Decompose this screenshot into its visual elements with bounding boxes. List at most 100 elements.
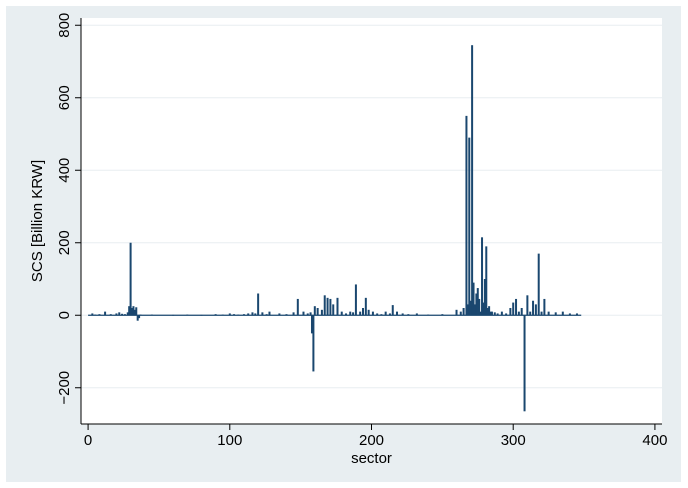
x-tick-label: 100 — [217, 432, 242, 449]
bar — [115, 313, 118, 316]
bar — [228, 313, 231, 316]
bar — [482, 302, 485, 316]
bar — [486, 308, 489, 316]
bar-chart: −200 0 200 400 600 800 0 100 200 300 400 SCS [Bil… — [29, 13, 667, 467]
bar — [493, 312, 496, 316]
bar — [354, 284, 357, 316]
bar — [344, 313, 347, 316]
bar — [126, 312, 129, 316]
bar — [473, 304, 476, 316]
bar — [131, 308, 134, 316]
bar — [388, 313, 391, 316]
bar — [517, 311, 520, 316]
bar — [306, 313, 309, 316]
bar — [459, 311, 462, 316]
bar — [488, 306, 491, 316]
x-tick-label: 300 — [501, 432, 526, 449]
y-tick-label: 0 — [56, 311, 73, 319]
bar — [132, 306, 135, 316]
bar — [367, 309, 370, 316]
y-axis: −200 0 200 400 600 800 — [56, 13, 82, 424]
bar — [320, 309, 323, 316]
bar — [251, 312, 254, 316]
bar — [121, 313, 124, 316]
bar — [118, 312, 121, 316]
bar — [475, 293, 478, 316]
bar — [391, 305, 394, 316]
bar — [532, 300, 535, 316]
bar — [371, 311, 374, 316]
bar — [515, 298, 518, 316]
bar — [278, 313, 281, 316]
bar — [257, 293, 260, 316]
bar — [135, 307, 138, 316]
bar — [554, 312, 557, 316]
bar — [310, 315, 313, 334]
x-tick-label: 0 — [84, 432, 92, 449]
bar — [133, 309, 136, 316]
bar — [547, 311, 550, 316]
bar — [481, 237, 484, 316]
bar — [462, 308, 465, 316]
bar — [471, 45, 474, 316]
bar — [340, 311, 343, 316]
bar — [104, 311, 107, 316]
bar — [323, 295, 326, 316]
bar — [523, 315, 526, 412]
bar — [296, 298, 299, 316]
bar — [490, 311, 493, 316]
bar — [540, 311, 543, 316]
x-axis: 0 100 200 300 400 — [81, 423, 667, 449]
bar — [465, 115, 468, 316]
bar — [529, 311, 532, 316]
x-tick-label: 400 — [642, 432, 667, 449]
bar — [91, 313, 94, 316]
bar — [472, 282, 475, 316]
bar — [316, 308, 319, 316]
bar — [505, 313, 508, 316]
bar — [483, 279, 486, 316]
x-axis-title: sector — [351, 450, 392, 467]
y-axis-title: SCS [Billion KRW] — [29, 160, 46, 282]
bar — [326, 297, 329, 316]
bar — [336, 297, 339, 316]
y-tick-label: 800 — [56, 13, 73, 38]
plot-area — [81, 18, 662, 424]
bar — [500, 311, 503, 316]
bar — [512, 302, 515, 316]
bar — [332, 304, 335, 316]
bar — [136, 315, 139, 321]
bar — [268, 311, 271, 316]
bar — [466, 304, 469, 316]
bar — [478, 298, 481, 316]
bar — [509, 308, 512, 316]
bar — [520, 308, 523, 316]
bar — [396, 311, 399, 316]
bar — [352, 312, 355, 316]
bar — [302, 311, 305, 316]
bar — [476, 288, 479, 316]
bar — [384, 311, 387, 316]
bar — [489, 311, 492, 316]
bar — [313, 306, 316, 316]
bar — [376, 313, 379, 316]
bar — [568, 313, 571, 316]
bar — [561, 311, 564, 316]
bar — [534, 304, 537, 316]
chart-frame: −200 0 200 400 600 800 0 100 200 300 400 SCS [Bil… — [6, 6, 681, 482]
bar — [543, 298, 546, 316]
bar — [455, 309, 458, 316]
bar — [469, 300, 472, 316]
bar — [349, 311, 352, 316]
bar — [292, 312, 295, 316]
bar — [129, 242, 132, 316]
bar — [309, 312, 312, 316]
y-tick-label: 600 — [56, 85, 73, 110]
bar — [526, 295, 529, 316]
bar — [247, 313, 250, 316]
bar — [254, 313, 257, 316]
bars — [88, 45, 582, 412]
y-tick-label: 200 — [56, 230, 73, 255]
bar — [128, 306, 131, 316]
y-tick-label: 400 — [56, 158, 73, 183]
